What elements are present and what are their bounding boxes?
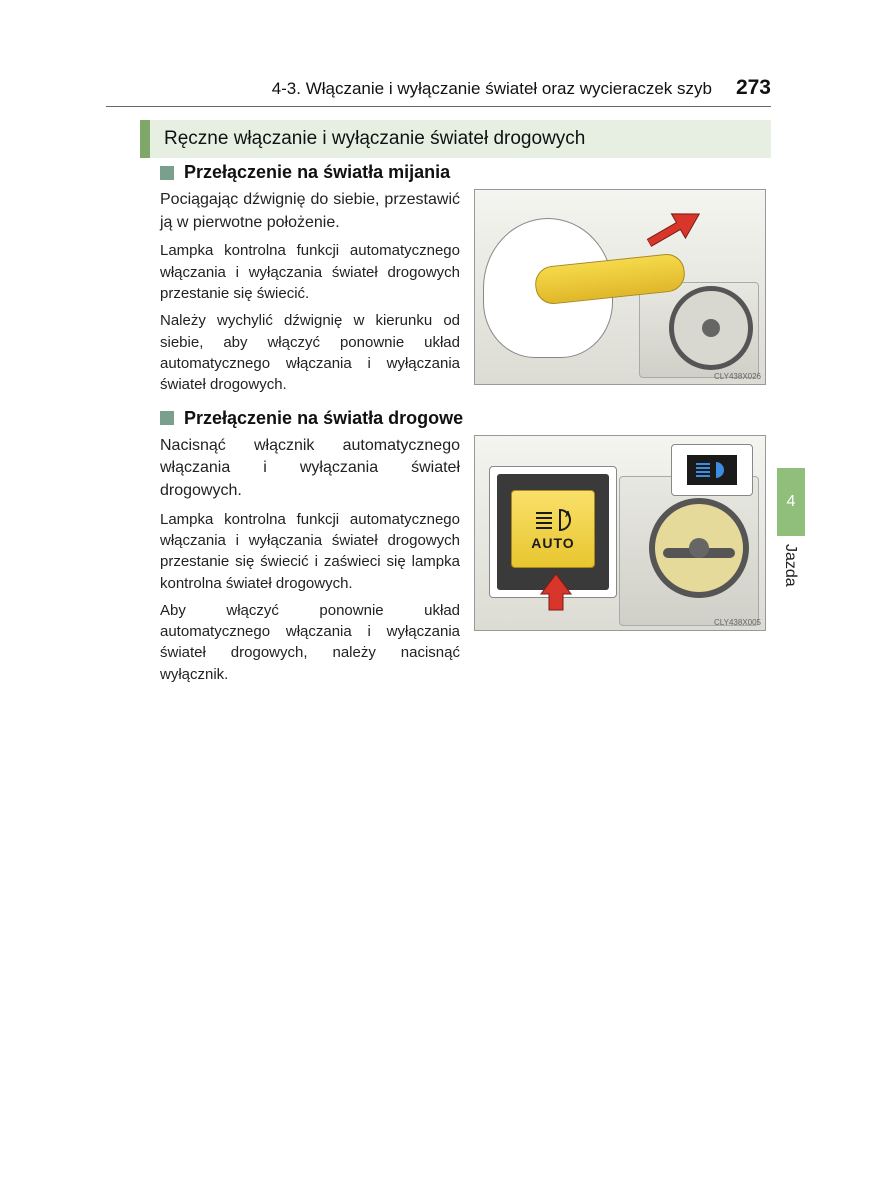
illustration-code: CLY438X005	[714, 618, 761, 627]
page-number: 273	[736, 76, 771, 100]
arrow-icon	[639, 196, 711, 261]
chapter-label: Jazda	[781, 544, 799, 587]
page-header: 4-3. Włączanie i wyłączanie świateł oraz…	[106, 76, 771, 100]
chapter-tab: 4	[777, 468, 805, 536]
paragraph: Pociągając dźwignię do siebie, przestawi…	[160, 189, 460, 234]
illustration-code: CLY438X026	[714, 372, 761, 381]
steering-wheel-shape	[669, 286, 753, 370]
row-high-beam: Nacisnąć włącznik automatycznego włączan…	[160, 435, 772, 692]
svg-text:A: A	[565, 510, 571, 519]
paragraph: Lampka kontrolna funkcji automatycznego …	[160, 509, 460, 594]
subheading-low-beam: Przełączenie na światła mijania	[160, 162, 772, 183]
high-beam-indicator-icon	[687, 455, 737, 485]
content-area: Przełączenie na światła mijania Pociągaj…	[160, 162, 772, 697]
header-rule	[106, 106, 771, 107]
auto-high-beam-button: A AUTO	[511, 490, 595, 568]
row-low-beam: Pociągając dźwignię do siebie, przestawi…	[160, 189, 772, 402]
text-column: Nacisnąć włącznik automatycznego włączan…	[160, 435, 460, 692]
steering-wheel-shape	[649, 498, 749, 598]
auto-button-label: AUTO	[531, 535, 574, 551]
section-title-accent	[140, 120, 150, 158]
section-label: 4-3. Włączanie i wyłączanie świateł oraz…	[272, 79, 712, 99]
section-title: Ręczne włączanie i wyłączanie świateł dr…	[164, 128, 585, 150]
paragraph: Nacisnąć włącznik automatycznego włączan…	[160, 435, 460, 503]
paragraph: Należy wychylić dźwignię w kierunku od s…	[160, 310, 460, 395]
bullet-square-icon	[160, 411, 174, 425]
bullet-square-icon	[160, 166, 174, 180]
illustration-lever: CLY438X026	[474, 189, 766, 385]
text-column: Pociągając dźwignię do siebie, przestawi…	[160, 189, 460, 402]
subheading-text: Przełączenie na światła mijania	[184, 162, 450, 183]
section-title-bar: Ręczne włączanie i wyłączanie świateł dr…	[140, 120, 771, 158]
indicator-callout	[671, 444, 753, 496]
illustration-auto-button: A AUTO CLY438X005	[474, 435, 766, 631]
paragraph: Lampka kontrolna funkcji automatycznego …	[160, 240, 460, 304]
subheading-text: Przełączenie na światła drogowe	[184, 408, 463, 429]
subheading-high-beam: Przełączenie na światła drogowe	[160, 408, 772, 429]
chapter-number: 4	[787, 493, 796, 511]
up-arrow-icon	[539, 572, 573, 612]
auto-high-beam-icon: A	[532, 507, 574, 533]
paragraph: Aby włączyć ponownie układ automatyczneg…	[160, 600, 460, 685]
